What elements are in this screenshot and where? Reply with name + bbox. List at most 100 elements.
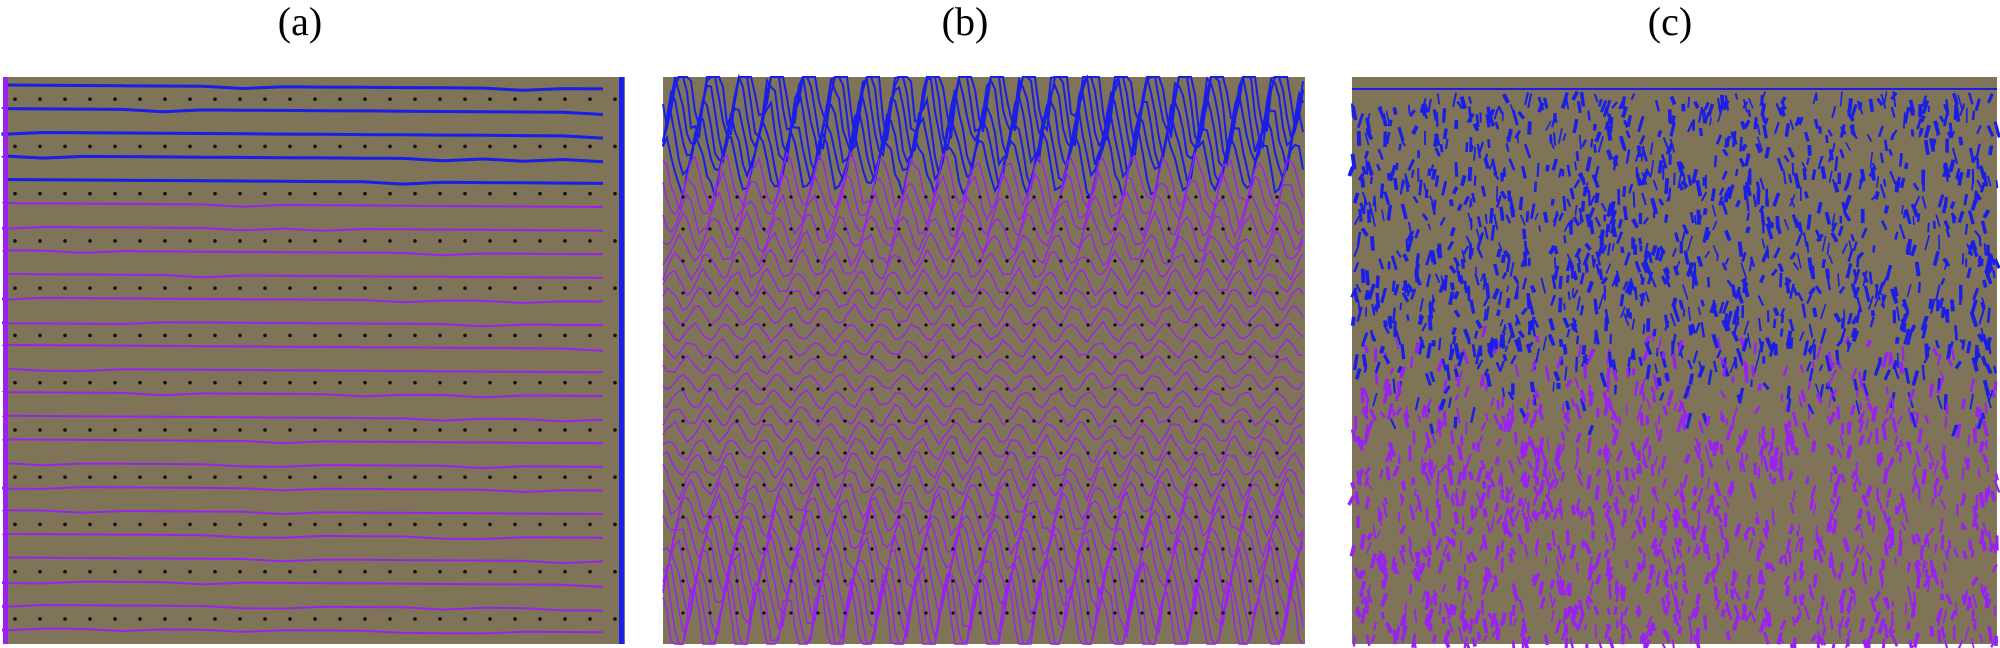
noise-stroke (1969, 311, 1979, 328)
noise-stroke (1457, 351, 1465, 367)
noise-stroke (1740, 120, 1747, 130)
noise-stroke (1740, 262, 1747, 279)
noise-stroke (1505, 297, 1511, 309)
lattice-dot (897, 547, 901, 551)
lattice-dot (213, 475, 217, 479)
noise-stroke (1972, 287, 1980, 301)
noise-stroke (1847, 112, 1855, 122)
noise-stroke (1921, 561, 1929, 574)
noise-stroke (1816, 201, 1823, 214)
noise-stroke (1463, 195, 1470, 206)
noise-stroke (1386, 204, 1393, 221)
noise-stroke (1946, 357, 1954, 367)
lattice-dot (708, 227, 712, 231)
lattice-dot (13, 569, 17, 574)
noise-stroke (1704, 250, 1711, 259)
noise-stroke (1490, 339, 1495, 353)
contour-line (2, 532, 604, 541)
noise-stroke (1890, 106, 1896, 118)
noise-stroke (1690, 525, 1697, 541)
noise-stroke (1610, 218, 1616, 234)
noise-stroke (1592, 123, 1597, 131)
lattice-dot (63, 333, 67, 338)
lattice-dot (1005, 227, 1009, 231)
lattice-dot (188, 428, 192, 432)
lattice-dot (313, 428, 317, 432)
noise-stroke (1898, 529, 1902, 541)
noise-stroke (1617, 218, 1623, 229)
noise-stroke (1534, 335, 1540, 343)
noise-stroke (1683, 453, 1691, 464)
noise-stroke (1827, 351, 1833, 367)
noise-stroke (1555, 570, 1560, 580)
noise-stroke (1819, 636, 1827, 646)
noise-stroke (1644, 624, 1652, 640)
noise-stroke (1401, 480, 1406, 491)
noise-stroke (1723, 319, 1731, 332)
lattice-dot (1005, 195, 1009, 199)
noise-stroke (1977, 408, 1983, 420)
noise-stroke (1609, 209, 1617, 226)
noise-stroke (1937, 194, 1945, 208)
noise-stroke (1450, 430, 1455, 445)
noise-stroke (1971, 110, 1976, 121)
lattice-dot (88, 475, 92, 479)
noise-stroke (1707, 103, 1715, 117)
noise-stroke (1620, 106, 1628, 119)
noise-stroke (1895, 306, 1901, 321)
noise-stroke (1852, 478, 1858, 492)
noise-stroke (1576, 262, 1582, 273)
lattice-dot (613, 475, 617, 479)
noise-stroke (1761, 238, 1766, 249)
noise-stroke (1906, 561, 1911, 573)
lattice-dot (1113, 419, 1117, 423)
noise-stroke (1365, 420, 1374, 436)
noise-stroke (1695, 593, 1701, 606)
noise-stroke (1485, 113, 1491, 128)
noise-stroke (1486, 521, 1491, 533)
noise-stroke (1372, 392, 1378, 407)
noise-stroke (1413, 488, 1418, 497)
noise-stroke (1400, 203, 1408, 220)
lattice-dot (1221, 387, 1225, 391)
lattice-dot (1275, 611, 1279, 615)
noise-stroke (1381, 209, 1385, 221)
noise-stroke (1501, 415, 1509, 430)
noise-stroke (1917, 281, 1921, 293)
noise-stroke (1791, 214, 1800, 229)
contour-line (2, 178, 604, 186)
noise-stroke (1984, 269, 1993, 285)
noise-stroke (1735, 305, 1740, 319)
noise-stroke (1976, 179, 1983, 189)
noise-stroke (1993, 365, 1997, 374)
noise-stroke (1652, 179, 1658, 191)
noise-stroke (1771, 477, 1777, 485)
noise-stroke (1625, 403, 1628, 416)
noise-stroke (1796, 530, 1800, 537)
contour-line (1, 296, 604, 305)
noise-stroke (1865, 484, 1873, 498)
noise-stroke (1807, 403, 1815, 415)
noise-stroke (1426, 342, 1433, 359)
noise-stroke (1432, 199, 1437, 215)
lattice-dot (363, 286, 367, 290)
noise-stroke (1835, 473, 1842, 486)
lattice-dot (1221, 483, 1225, 487)
noise-stroke (1398, 549, 1407, 565)
noise-stroke (1703, 101, 1710, 111)
noise-stroke (1598, 268, 1604, 281)
noise-stroke (1727, 184, 1735, 200)
noise-stroke (1987, 530, 1993, 546)
noise-stroke (1405, 314, 1410, 321)
noise-stroke (1895, 336, 1900, 344)
noise-stroke (1708, 459, 1714, 469)
noise-stroke (1648, 623, 1655, 637)
lattice-dot (897, 259, 901, 263)
noise-stroke (1592, 144, 1597, 153)
noise-stroke (1494, 502, 1499, 512)
lattice-dot (1194, 355, 1198, 359)
noise-stroke (1739, 429, 1749, 445)
noise-stroke (1792, 286, 1799, 297)
noise-stroke (1795, 234, 1802, 247)
noise-stroke (1427, 223, 1432, 231)
